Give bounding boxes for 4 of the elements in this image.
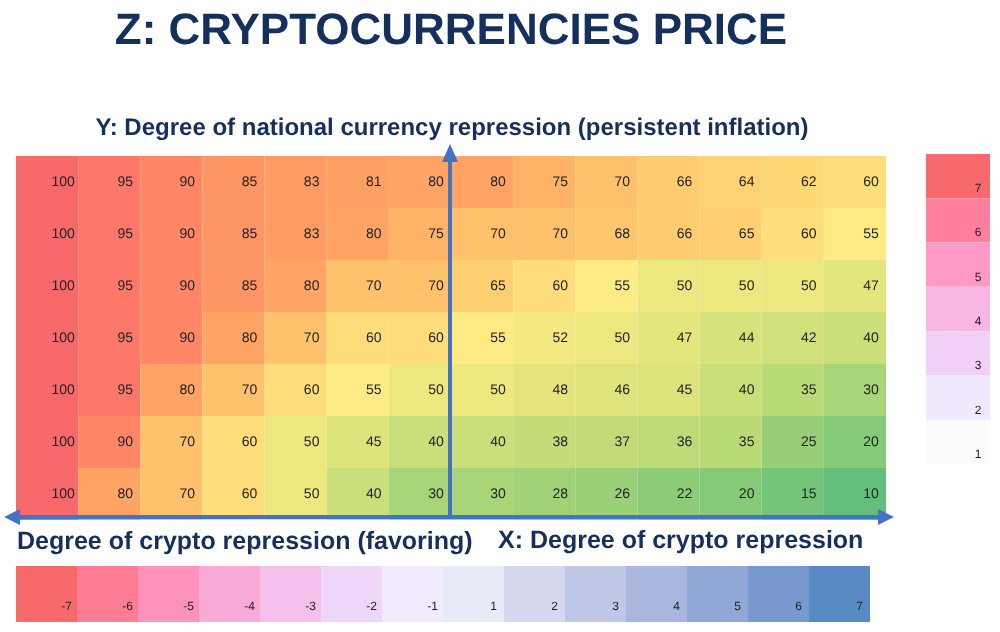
x-axis-title: Degree of crypto repression (favoring) (17, 527, 473, 555)
y-axis-title: Y: Degree of national currency repression (persistent inflation) (95, 113, 809, 141)
chart-title: Z: CRYPTOCURRENCIES PRICE (114, 4, 788, 54)
text: X: Degree of crypto repression (498, 526, 864, 554)
